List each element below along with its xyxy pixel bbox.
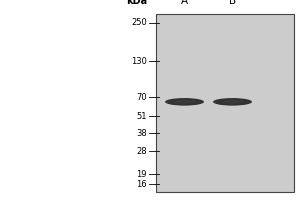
Text: A: A [181,0,188,6]
Ellipse shape [213,98,252,106]
Text: 28: 28 [136,147,147,156]
Ellipse shape [165,98,204,106]
Text: 19: 19 [136,170,147,179]
Text: kDa: kDa [126,0,147,6]
Text: 38: 38 [136,129,147,138]
Ellipse shape [222,100,243,104]
Text: 70: 70 [136,93,147,102]
Text: B: B [229,0,236,6]
Text: 16: 16 [136,180,147,189]
Text: 250: 250 [131,18,147,27]
Bar [156,14,294,192]
Text: 51: 51 [136,112,147,121]
Ellipse shape [174,100,195,104]
Text: 130: 130 [131,57,147,66]
